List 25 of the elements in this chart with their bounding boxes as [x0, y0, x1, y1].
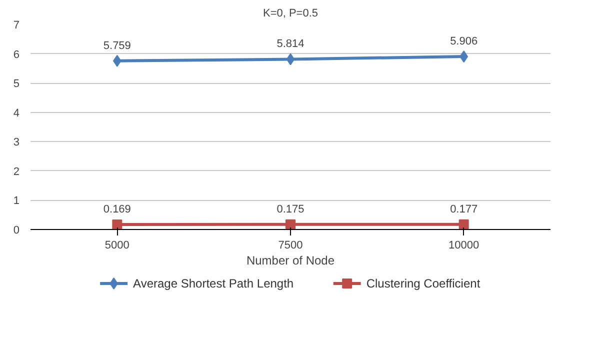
point: [286, 53, 295, 66]
x-tick-label: 7500: [278, 240, 303, 252]
y-tick-label: 2: [13, 166, 20, 178]
legend-label: Average Shortest Path Length: [133, 276, 294, 290]
data-label: 0.169: [103, 204, 131, 216]
y-tick-label: 1: [13, 195, 20, 208]
y-tick-label: 7: [13, 20, 20, 32]
data-label: 5.759: [103, 40, 131, 52]
data-label: 0.177: [450, 203, 478, 216]
legend-label: Clustering Coefficient: [366, 276, 481, 290]
point: [286, 219, 296, 230]
y-tick-label: 4: [13, 107, 20, 120]
data-label: 5.814: [276, 38, 304, 50]
x-tick-label: 10000: [448, 240, 480, 252]
point: [112, 220, 122, 230]
x-tick-label: 5000: [104, 240, 130, 252]
data-label: 5.906: [450, 36, 478, 48]
y-tick-label: 0: [13, 224, 20, 236]
data-label: 0.175: [276, 203, 304, 216]
point: [458, 219, 469, 230]
y-tick-label: 5: [13, 78, 20, 90]
y-tick-label: 3: [13, 136, 20, 149]
y-tick-label: 6: [13, 48, 20, 61]
chart-title: K=0, P=0.5: [262, 8, 318, 20]
x-axis-title: Number of Node: [246, 254, 335, 268]
